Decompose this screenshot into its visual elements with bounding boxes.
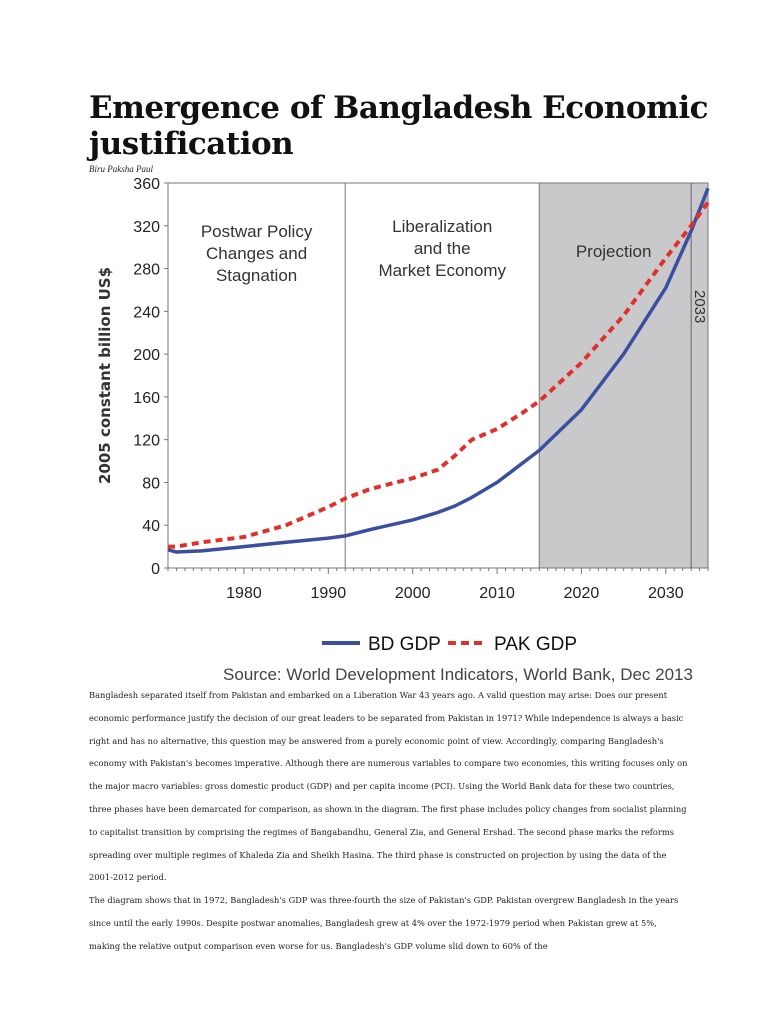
y-tick-label: 200: [133, 347, 160, 364]
y-tick-label: 240: [133, 304, 160, 321]
y-tick-label: 280: [133, 262, 160, 279]
x-tick-label: 2000: [395, 585, 431, 602]
series-line-bd-gdp: [167, 187, 710, 554]
gdp-chart: Postwar Policy Changes and Stagnation Liber…: [96, 176, 710, 684]
y-tick-label: 160: [133, 390, 160, 407]
y-tick-label: 120: [133, 433, 160, 450]
paragraph: The diagram shows that in 1972, Banglade…: [89, 895, 679, 951]
series-line-pak-gdp: [168, 201, 710, 549]
legend-label: PAK GDP: [494, 634, 577, 655]
y-tick-label: 40: [142, 518, 160, 535]
phase-label: Market Economy: [378, 261, 506, 280]
document-title: Emergence of Bangladesh Economic justifi…: [89, 90, 709, 162]
marker-label: 2033: [691, 290, 708, 323]
document-body: Bangladesh separated itself from Pakista…: [89, 684, 689, 958]
phase-label: Liberalization: [392, 217, 492, 236]
x-tick-label: 2030: [648, 585, 684, 602]
y-tick-label: 0: [151, 561, 160, 578]
y-axis-label: 2005 constant billion US$: [96, 267, 114, 484]
projection-shade: [539, 183, 708, 568]
phase-label: Changes and: [206, 244, 307, 263]
x-tick-label: 2020: [564, 585, 600, 602]
y-tick-label: 360: [133, 176, 160, 193]
x-tick-label: 2010: [479, 585, 515, 602]
legend-label: BD GDP: [368, 634, 441, 655]
paragraph: Bangladesh separated itself from Pakista…: [89, 690, 688, 883]
phase-label: Postwar Policy: [201, 222, 313, 241]
chart-source: Source: World Development Indicators, Wo…: [223, 665, 693, 684]
x-tick-label: 1980: [226, 585, 262, 602]
phase-label: Projection: [576, 242, 652, 261]
phase-label: and the: [414, 239, 471, 258]
author-name: Biru Paksha Paul: [89, 164, 153, 174]
phase-label: Stagnation: [216, 266, 297, 285]
y-tick-label: 320: [133, 219, 160, 236]
x-tick-label: 1990: [311, 585, 347, 602]
y-tick-label: 80: [142, 475, 160, 492]
